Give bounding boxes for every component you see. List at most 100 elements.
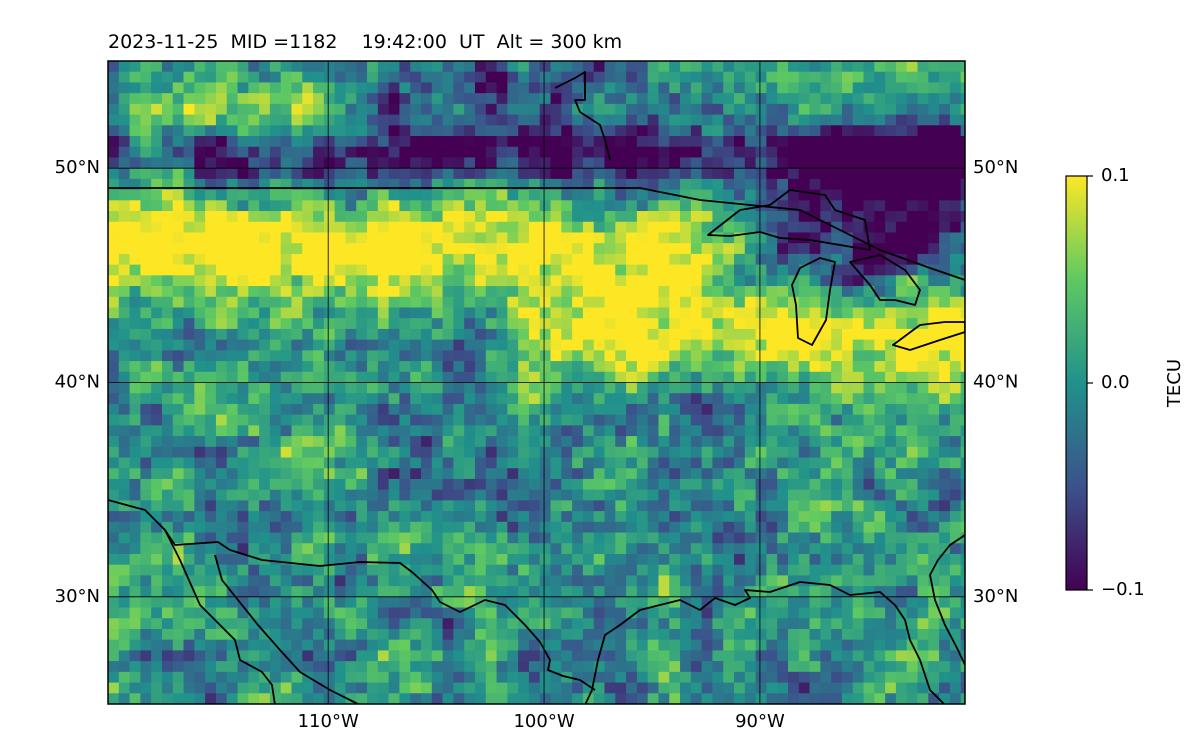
- tec-cell: [453, 382, 465, 394]
- tec-cell: [485, 93, 498, 105]
- tec-cell: [140, 575, 152, 587]
- tec-cell: [215, 414, 228, 426]
- tec-cell: [626, 532, 638, 544]
- tec-cell: [302, 414, 314, 426]
- tec-cell: [960, 232, 965, 244]
- tec-cell: [518, 382, 530, 394]
- tec-cell: [734, 393, 746, 405]
- tec-cell: [194, 596, 206, 609]
- tec-cell: [701, 500, 714, 512]
- tec-cell: [960, 446, 965, 459]
- tec-cell: [885, 414, 897, 426]
- tec-cell: [421, 168, 433, 180]
- tec-cell: [280, 286, 293, 298]
- tec-cell: [140, 82, 152, 94]
- tec-cell: [399, 671, 411, 684]
- tec-cell: [787, 178, 800, 191]
- tec-cell: [226, 618, 239, 630]
- tec-cell: [550, 361, 562, 373]
- tec-cell: [345, 403, 357, 416]
- tec-cell: [831, 661, 843, 673]
- tec-cell: [917, 125, 929, 137]
- tec-cell: [636, 146, 649, 159]
- tec-cell: [291, 253, 303, 266]
- tec-cell: [118, 146, 131, 159]
- tec-cell: [237, 168, 249, 180]
- tec-cell: [561, 393, 573, 405]
- tec-cell: [949, 468, 962, 480]
- tec-cell: [572, 489, 584, 501]
- tec-cell: [949, 93, 962, 105]
- tec-cell: [453, 511, 465, 523]
- tec-cell: [917, 403, 929, 416]
- tec-cell: [323, 243, 336, 255]
- tec-cell: [518, 671, 530, 684]
- tec-cell: [345, 511, 357, 523]
- tec-cell: [194, 296, 206, 309]
- tec-cell: [949, 489, 962, 501]
- tec-cell: [734, 586, 746, 598]
- tec-cell: [647, 553, 660, 566]
- tec-cell: [259, 286, 271, 298]
- tec-cell: [410, 103, 422, 116]
- tec-cell: [928, 532, 940, 544]
- tec-cell: [172, 425, 185, 437]
- tec-cell: [431, 553, 444, 566]
- tec-cell: [841, 178, 854, 191]
- tec-cell: [464, 489, 476, 501]
- tec-cell: [129, 82, 141, 94]
- tec-cell: [917, 650, 929, 662]
- tec-cell: [269, 168, 282, 180]
- tec-cell: [755, 671, 767, 684]
- tec-cell: [377, 275, 390, 287]
- tec-cell: [744, 82, 757, 94]
- tec-cell: [528, 243, 541, 255]
- tec-cell: [809, 628, 821, 641]
- tec-cell: [820, 500, 832, 512]
- tec-cell: [129, 682, 141, 694]
- tec-cell: [280, 243, 293, 255]
- tec-cell: [766, 693, 778, 704]
- tec-cell: [226, 136, 239, 148]
- tec-cell: [895, 639, 908, 652]
- tec-cell: [507, 114, 519, 126]
- tec-cell: [259, 221, 271, 234]
- tec-cell: [421, 414, 433, 426]
- tec-cell: [183, 157, 195, 169]
- tec-cell: [237, 253, 249, 266]
- tec-cell: [194, 168, 206, 180]
- tec-cell: [798, 328, 811, 341]
- tec-cell: [550, 639, 562, 652]
- tec-cell: [280, 436, 293, 448]
- tec-cell: [906, 403, 919, 416]
- tec-cell: [841, 168, 854, 180]
- tec-cell: [313, 264, 325, 276]
- tec-cell: [820, 618, 832, 630]
- tec-cell: [215, 189, 228, 201]
- tec-cell: [928, 457, 940, 469]
- tec-cell: [895, 82, 908, 94]
- tec-cell: [334, 521, 347, 534]
- tec-cell: [647, 328, 660, 341]
- tec-cell: [658, 446, 670, 459]
- tec-cell: [388, 221, 401, 234]
- tec-cell: [259, 532, 271, 544]
- tec-cell: [226, 425, 239, 437]
- tec-cell: [194, 328, 206, 341]
- tec-cell: [885, 500, 897, 512]
- coastlines: [108, 71, 965, 704]
- tec-cell: [831, 243, 843, 255]
- tec-cell: [356, 596, 368, 609]
- tec-cell: [108, 628, 120, 641]
- tec-cell: [960, 650, 965, 662]
- tec-cell: [669, 704, 680, 715]
- tec-cell: [313, 189, 325, 201]
- tec-cell: [485, 628, 498, 641]
- tec-cell: [647, 382, 660, 394]
- tec-cell: [507, 339, 519, 351]
- tec-cell: [226, 596, 239, 609]
- tec-cell: [464, 211, 476, 223]
- tec-cell: [582, 671, 595, 684]
- tec-cell: [636, 253, 649, 266]
- tec-cell: [636, 446, 649, 459]
